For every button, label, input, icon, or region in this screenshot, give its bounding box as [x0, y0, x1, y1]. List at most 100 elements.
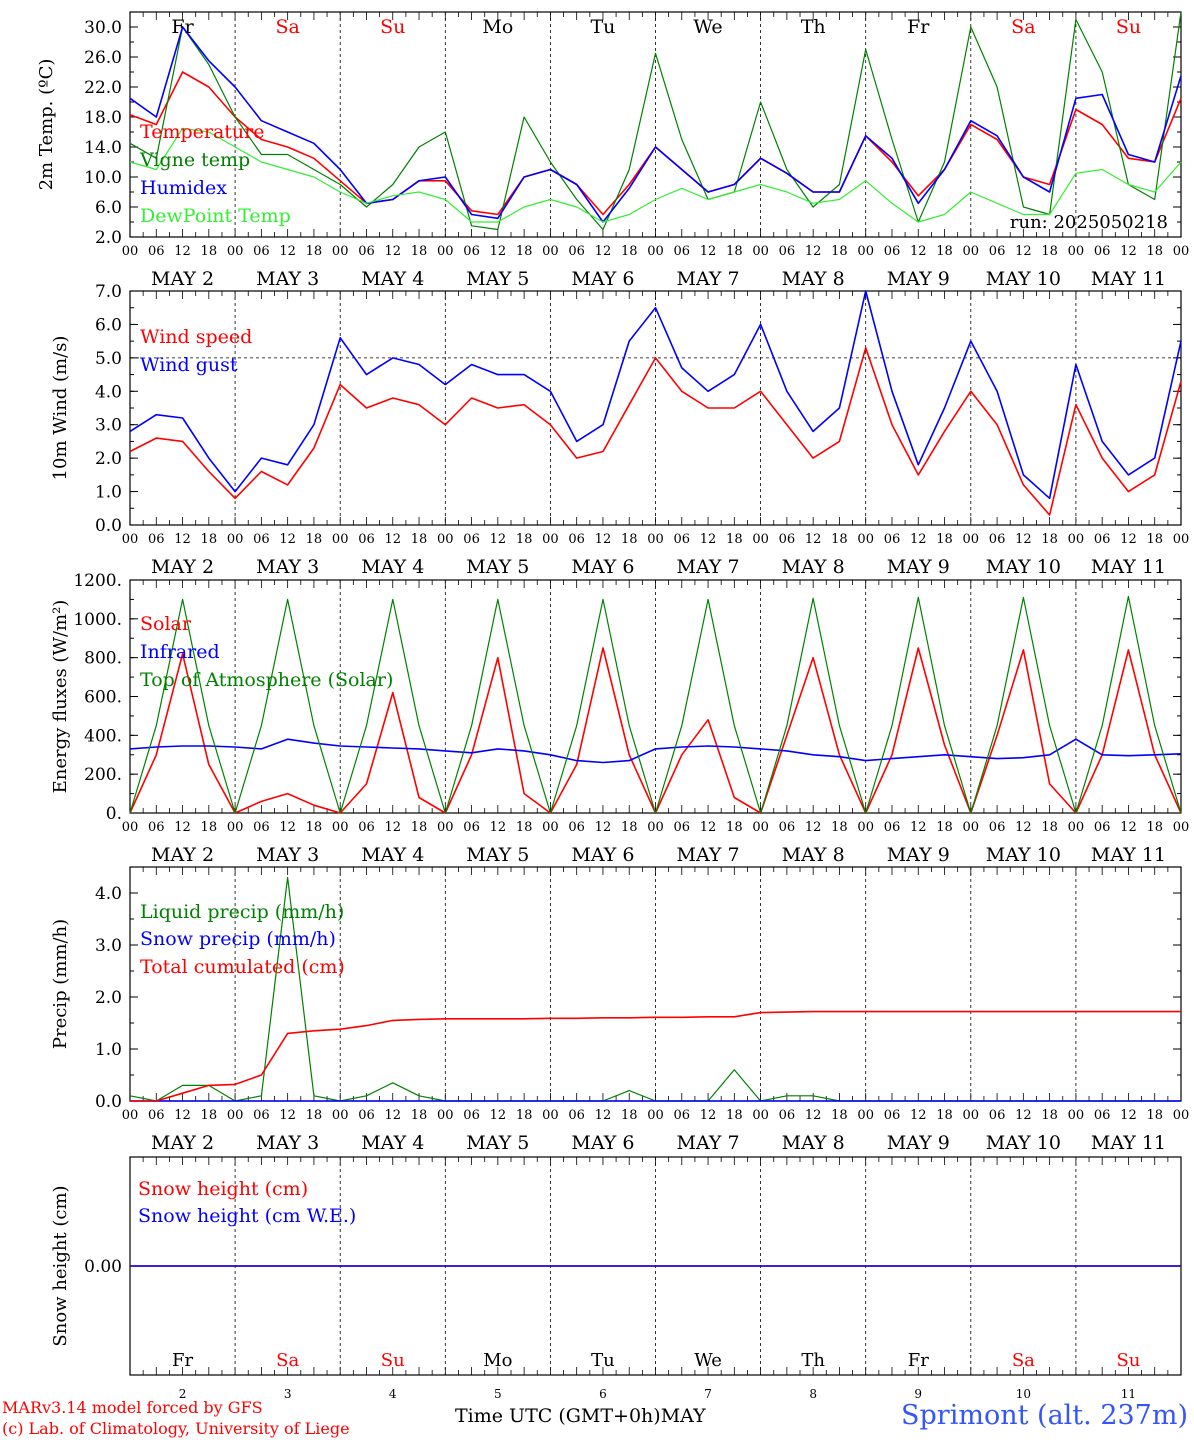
hour-label: 12 [174, 1108, 191, 1123]
legend-entry: Temperature [140, 121, 264, 143]
date-label: MAY 4 [361, 268, 424, 290]
hour-label: 00 [1068, 820, 1085, 835]
hour-label: 18 [831, 820, 848, 835]
hour-label: 12 [1015, 532, 1032, 547]
hour-label: 00 [963, 820, 980, 835]
date-label: MAY 8 [782, 268, 845, 290]
day-number: 9 [914, 1387, 922, 1401]
date-label: MAY 5 [466, 268, 529, 290]
hour-label: 18 [1041, 820, 1058, 835]
date-label: MAY 5 [466, 844, 529, 866]
hour-label: 00 [122, 1108, 139, 1123]
hour-label: 18 [411, 1108, 428, 1123]
day-name: Mo [483, 1350, 512, 1371]
y-axis-title: 2m Temp. (ºC) [36, 59, 57, 191]
hour-label: 06 [568, 532, 585, 547]
hour-label: 12 [700, 1108, 717, 1123]
hour-label: 18 [411, 820, 428, 835]
model-credit: MARv3.14 model forced by GFS [2, 1398, 263, 1417]
date-label: MAY 2 [151, 844, 214, 866]
hour-label: 12 [384, 1108, 401, 1123]
date-label: MAY 10 [986, 268, 1061, 290]
hour-label: 18 [936, 532, 953, 547]
hour-label: 12 [910, 532, 927, 547]
y-tick-label: 1.0 [95, 1040, 122, 1060]
hour-label: 06 [568, 820, 585, 835]
day-name: Su [1116, 16, 1141, 38]
plot-frame [129, 11, 1182, 238]
y-axis-title: Precip (mm/h) [50, 919, 71, 1049]
y-tick-label: 2.0 [95, 228, 122, 248]
hour-label: 12 [805, 820, 822, 835]
hour-label: 00 [1173, 244, 1190, 259]
day-name: Th [801, 1350, 825, 1371]
hour-label: 12 [910, 244, 927, 259]
hour-label: 06 [463, 820, 480, 835]
hour-label: 18 [1146, 532, 1163, 547]
panel-5: 0.00 Snow height (cm) Snow height (cm) Snow… [50, 1156, 1182, 1376]
hour-label: 00 [122, 820, 139, 835]
hour-label: 06 [358, 1108, 375, 1123]
date-label: MAY 6 [571, 268, 634, 290]
hour-label: 12 [805, 244, 822, 259]
hour-label: 00 [963, 1108, 980, 1123]
hour-label: 00 [963, 532, 980, 547]
day-name: Tu [590, 16, 615, 38]
hour-label: 12 [595, 820, 612, 835]
y-tick-label: 200. [84, 765, 122, 785]
hour-label: 12 [490, 244, 507, 259]
hour-label: 00 [542, 820, 559, 835]
hour-label: 06 [568, 1108, 585, 1123]
panel-3: 0. 200. 400. 600. 800. 1000. 1200.Energy fluxe… [50, 571, 1189, 866]
legend-entry: Top of Atmosphere (Solar) [140, 669, 393, 691]
day-number: 2 [179, 1387, 187, 1401]
hour-label: 18 [621, 820, 638, 835]
day-name: Su [1116, 1350, 1140, 1371]
date-label: MAY 3 [256, 268, 319, 290]
legend-entry: Wind gust [140, 354, 238, 376]
hour-label: 18 [936, 1108, 953, 1123]
date-label: MAY 6 [571, 844, 634, 866]
y-tick-label: 800. [84, 649, 122, 669]
hour-label: 00 [1173, 532, 1190, 547]
hour-label: 00 [227, 244, 244, 259]
hour-label: 00 [332, 532, 349, 547]
legend-entry: Snow precip (mm/h) [140, 928, 336, 950]
legend-entry: Liquid precip (mm/h) [140, 901, 344, 923]
legend-entry: DewPoint Temp [140, 205, 291, 227]
series-infrared [129, 738, 1182, 764]
hour-label: 00 [752, 244, 769, 259]
hour-label: 18 [516, 1108, 533, 1123]
legend-entry: Solar [140, 613, 192, 635]
hour-label: 00 [227, 1108, 244, 1123]
hour-label: 06 [674, 1108, 691, 1123]
hour-label: 12 [279, 820, 296, 835]
date-label: MAY 10 [986, 844, 1061, 866]
hour-label: 18 [1146, 820, 1163, 835]
hour-label: 00 [1173, 820, 1190, 835]
day-number: 7 [704, 1387, 712, 1401]
hour-label: 12 [910, 1108, 927, 1123]
hour-label: 06 [674, 532, 691, 547]
run-label: run: 2025050218 [1010, 212, 1168, 233]
hour-label: 12 [595, 1108, 612, 1123]
date-label: MAY 11 [1091, 1132, 1166, 1154]
date-label: MAY 2 [151, 1132, 214, 1154]
date-label: MAY 9 [887, 1132, 950, 1154]
hour-label: 06 [568, 244, 585, 259]
time-axis-title: Time UTC (GMT+0h) [455, 1405, 661, 1427]
date-label: MAY 3 [256, 1132, 319, 1154]
hour-label: 18 [306, 532, 323, 547]
hour-label: 00 [1068, 532, 1085, 547]
series-wind-gust [129, 290, 1182, 500]
hour-label: 06 [358, 532, 375, 547]
hour-label: 18 [936, 820, 953, 835]
hour-label: 12 [174, 244, 191, 259]
y-axis-title: Energy fluxes (W/m²) [50, 600, 71, 794]
hour-label: 00 [332, 1108, 349, 1123]
date-label: MAY 7 [677, 844, 740, 866]
hour-label: 18 [201, 532, 218, 547]
day-name: Tu [591, 1350, 615, 1371]
date-label: MAY 9 [887, 844, 950, 866]
hour-label: 00 [332, 820, 349, 835]
